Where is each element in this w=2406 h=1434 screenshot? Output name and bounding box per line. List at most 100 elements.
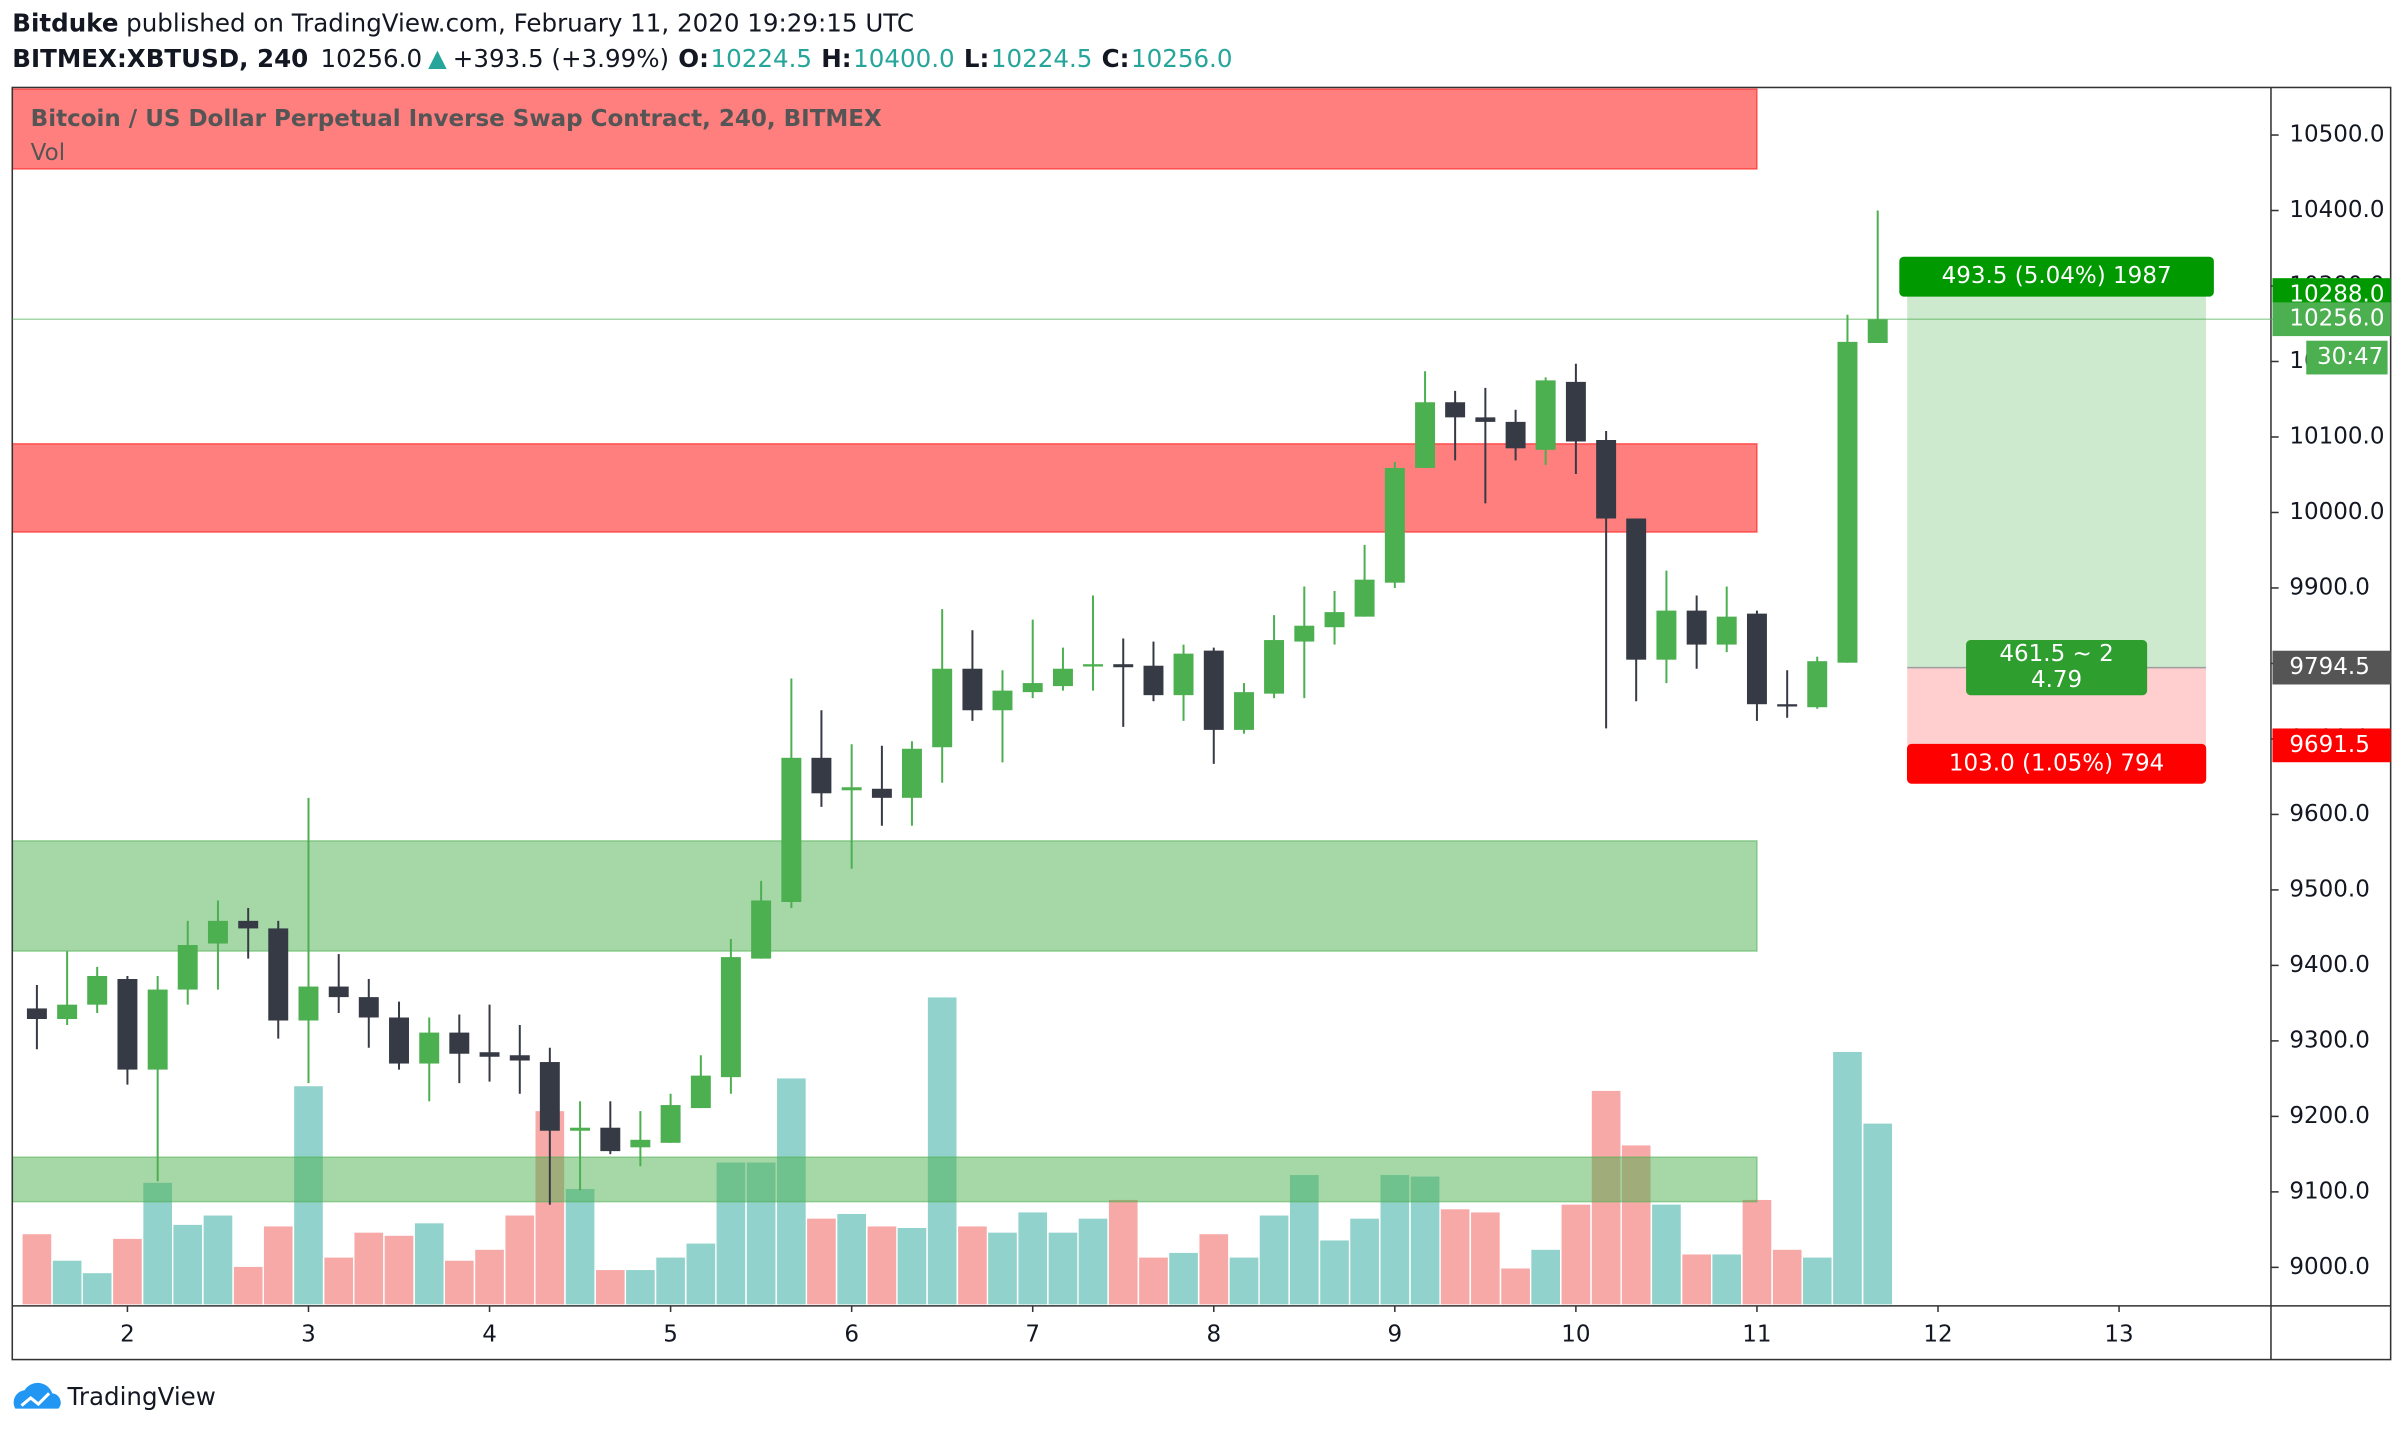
candle-body xyxy=(1234,692,1254,730)
volume-bar xyxy=(505,1215,535,1305)
stop-text: 103.0 (1.05%) 794 xyxy=(1949,750,2164,776)
last-price-label-box xyxy=(2272,302,2391,337)
volume-bar xyxy=(233,1266,263,1305)
volume-bar xyxy=(1652,1204,1681,1305)
volume-bar xyxy=(1561,1204,1591,1305)
candle-body xyxy=(1837,341,1858,663)
price-change: +393.5 (+3.99%) xyxy=(453,44,669,73)
volume-bar xyxy=(1199,1234,1229,1305)
candle-body xyxy=(1022,683,1043,693)
volume-bar xyxy=(203,1215,233,1305)
price-zone xyxy=(12,443,1758,533)
volume-bar xyxy=(22,1234,52,1305)
candle-body xyxy=(177,945,198,990)
x-tick-label: 6 xyxy=(844,1322,859,1348)
candle-body xyxy=(1656,610,1677,660)
y-tick-label: 9200.0 xyxy=(2289,1103,2369,1129)
volume-bar xyxy=(988,1232,1017,1305)
volume-bar xyxy=(1682,1254,1711,1305)
volume-bar xyxy=(354,1232,384,1305)
candle-body xyxy=(1565,381,1586,442)
tradingview-logo xyxy=(13,1382,61,1409)
candle-body xyxy=(87,975,108,1005)
candle-body xyxy=(660,1105,681,1143)
candle-body xyxy=(449,1032,470,1054)
volume-bar xyxy=(1471,1212,1500,1305)
volume-bar xyxy=(1018,1212,1048,1305)
candle-body xyxy=(389,1017,409,1064)
candle-body xyxy=(1445,402,1466,418)
volume-bar xyxy=(1048,1232,1078,1305)
ohlc-label: L: xyxy=(964,44,989,73)
volume-bar xyxy=(958,1226,987,1305)
candle-body xyxy=(871,788,892,798)
volume-bar xyxy=(475,1249,504,1305)
volume-bar xyxy=(1742,1199,1772,1305)
candle-body xyxy=(358,997,379,1018)
volume-bar xyxy=(384,1235,414,1305)
price-zone xyxy=(12,840,1758,952)
candle-body xyxy=(539,1062,560,1131)
volume-bar xyxy=(837,1213,866,1305)
candle-body xyxy=(238,920,259,929)
x-tick-label: 3 xyxy=(301,1322,316,1348)
y-tick-label: 9600.0 xyxy=(2289,801,2369,827)
candle-body xyxy=(992,690,1013,711)
candle-body xyxy=(1203,650,1224,730)
candle-body xyxy=(1083,664,1103,667)
volume-bar xyxy=(52,1260,82,1305)
y-tick-label: 10500.0 xyxy=(2289,122,2384,148)
candle-body xyxy=(841,787,862,791)
change-arrow xyxy=(428,50,447,70)
stop-text-box xyxy=(1906,743,2207,784)
candle-body xyxy=(1596,440,1617,519)
candle-body xyxy=(57,1004,78,1020)
volume-bar xyxy=(1531,1249,1560,1305)
candle-body xyxy=(630,1139,651,1148)
ohlc-value: 10400.0 xyxy=(853,44,955,73)
candle-body xyxy=(932,668,953,748)
x-tick-label: 2 xyxy=(120,1322,135,1348)
ohlc-value: 10256.0 xyxy=(1131,44,1233,73)
volume-bar xyxy=(686,1243,716,1305)
volume-bar xyxy=(82,1273,112,1305)
volume-bar xyxy=(1078,1218,1108,1305)
volume-bar xyxy=(324,1257,354,1305)
y-tick-label: 10400.0 xyxy=(2289,197,2384,223)
candle-body xyxy=(811,757,832,794)
volume-bar xyxy=(897,1227,927,1305)
candle-body xyxy=(1807,661,1828,708)
candle-body xyxy=(298,986,319,1021)
ohlc-value: 10224.5 xyxy=(991,44,1093,73)
ohlc-value: 10224.5 xyxy=(711,44,813,73)
candle-body xyxy=(1173,653,1194,696)
volume-bar xyxy=(1229,1257,1259,1305)
candle-body xyxy=(1777,704,1798,707)
volume-bar xyxy=(1833,1051,1862,1305)
volume-bar xyxy=(1501,1268,1530,1305)
symbol: BITMEX:XBTUSD, 240 xyxy=(12,44,308,73)
candle-body xyxy=(419,1032,440,1064)
x-tick-label: 13 xyxy=(2104,1322,2133,1348)
candle-body xyxy=(509,1055,530,1061)
center-text: 4.79 xyxy=(2031,667,2082,693)
ohlc-label: C: xyxy=(1102,44,1130,73)
candle-body xyxy=(1143,665,1164,696)
center-text: 461.5 ~ 2 xyxy=(1999,641,2113,667)
candle-body xyxy=(1052,668,1073,687)
candle-body xyxy=(1294,625,1315,642)
candle-body xyxy=(1354,579,1375,617)
volume-bar xyxy=(1440,1209,1470,1305)
y-tick-label: 9400.0 xyxy=(2289,952,2369,978)
candle-body xyxy=(1505,421,1526,449)
volume-bar xyxy=(263,1226,293,1305)
x-tick-label: 10 xyxy=(1561,1322,1590,1348)
x-tick-label: 7 xyxy=(1025,1322,1040,1348)
candle-body xyxy=(1113,664,1134,668)
candle-body xyxy=(901,748,922,798)
logo-icon-line xyxy=(20,1392,51,1407)
volume-bar xyxy=(1863,1123,1893,1305)
chart-title: Bitcoin / US Dollar Perpetual Inverse Sw… xyxy=(31,106,882,132)
candle-body xyxy=(1867,319,1888,343)
candle-body xyxy=(1535,380,1556,450)
